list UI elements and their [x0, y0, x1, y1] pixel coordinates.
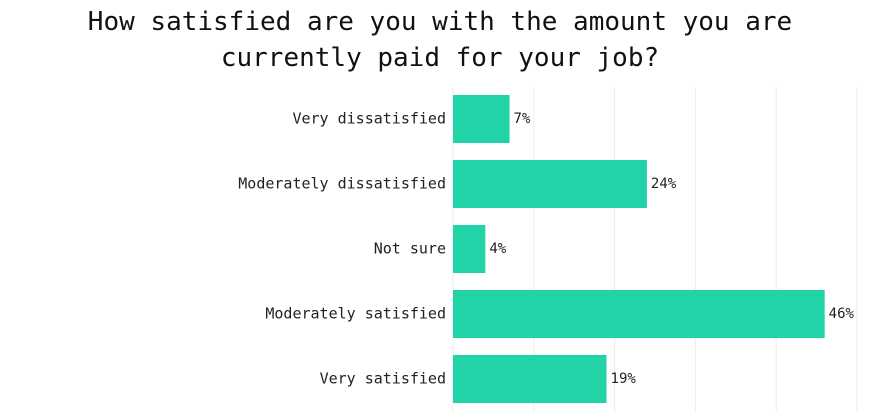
- bar: [453, 225, 486, 273]
- bar: [453, 95, 510, 143]
- value-label: 4%: [489, 241, 506, 257]
- category-label: Not sure: [374, 240, 446, 258]
- bar: [453, 160, 647, 208]
- category-label: Moderately dissatisfied: [238, 175, 446, 193]
- value-label: 24%: [651, 176, 677, 192]
- value-label: 7%: [514, 111, 531, 127]
- value-label: 46%: [829, 306, 855, 322]
- value-label: 19%: [611, 371, 637, 387]
- category-label: Moderately satisfied: [265, 305, 446, 323]
- bar: [453, 290, 825, 338]
- bar: [453, 355, 607, 403]
- chart-title: How satisfied are you with the amount yo…: [87, 7, 793, 73]
- category-label: Very satisfied: [320, 370, 446, 388]
- category-label: Very dissatisfied: [292, 110, 446, 128]
